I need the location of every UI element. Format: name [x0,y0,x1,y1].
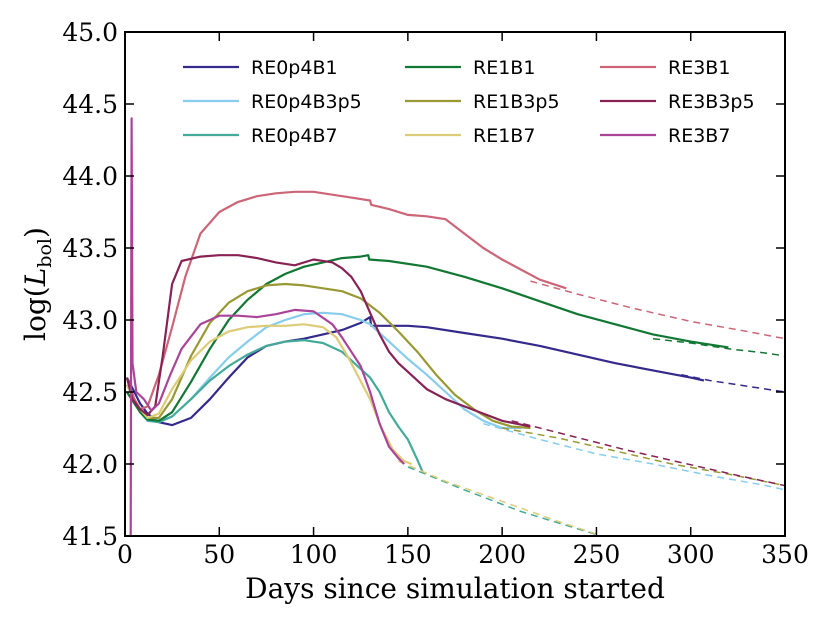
y-tick-label: 45.0 [62,18,118,47]
legend-label-RE3B7: RE3B7 [668,125,730,147]
series-line-RE3B1 [125,190,567,411]
y-tick-label: 44.0 [62,162,118,191]
y-axis-label: log(Lbol) [19,227,56,341]
series-line-RE1B1 [125,254,729,422]
legend-label-RE0p4B3p5: RE0p4B3p5 [251,91,362,113]
x-tick-label: 250 [573,540,621,569]
series-fit-line-RE3B3p5 [511,420,785,487]
series-line-RE0p4B7 [125,339,424,474]
legend-label-RE3B1: RE3B1 [668,57,730,79]
legend-label-RE0p4B7: RE0p4B7 [251,125,338,147]
x-tick-label: 350 [761,540,809,569]
series-line-RE3B7 [129,117,405,536]
legend: RE0p4B1 RE0p4B3p5 RE0p4B7 RE1B1 RE1B3p5 RE1B7… [183,57,755,147]
series-fit-line-RE0p4B3p5 [483,422,785,491]
plot-frame [124,31,786,537]
y-axis-label-subscript: bol [34,238,56,268]
series-fit-line-RE3B1 [530,280,785,340]
y-axis-label-main: log( [19,286,52,341]
x-tick-label: 0 [117,540,133,569]
legend-label-RE1B7: RE1B7 [473,125,535,147]
series-line-RE0p4B3p5 [125,311,521,430]
x-tick-label: 100 [290,540,338,569]
legend-label-RE1B3p5: RE1B3p5 [473,91,560,113]
legend-label-RE3B3p5: RE3B3p5 [668,91,755,113]
x-tick-label: 300 [667,540,715,569]
y-tick-label: 43.0 [62,306,118,335]
series-fit-line-RE0p4B1 [681,373,785,393]
series-fit-line-RE1B7 [398,460,605,536]
series-line-RE3B3p5 [125,254,531,428]
y-tick-label: 41.5 [62,522,118,551]
y-tick-label: 42.0 [62,450,118,479]
y-axis-label-close: ) [19,227,52,238]
legend-label-RE1B1: RE1B1 [473,57,535,79]
legend-label-RE0p4B1: RE0p4B1 [251,57,338,79]
series-fit-line-RE1B1 [652,337,785,357]
y-tick-label: 43.5 [62,234,118,263]
series-line-RE1B3p5 [125,282,531,430]
series-layer [125,117,785,536]
x-tick-label: 50 [203,540,235,569]
series-line-RE0p4B1 [125,316,705,427]
x-tick-label: 150 [384,540,432,569]
y-tick-label: 44.5 [62,90,118,119]
axis-ticks: 0 50 100 150 200 250 300 350 41.5 42.0 42.5 43.0 43.… [62,18,809,569]
y-axis-label-italic: L [19,268,52,288]
x-axis-label: Days since simulation started [245,572,665,605]
series-fit-line-RE1B3p5 [501,427,785,487]
x-tick-label: 200 [478,540,526,569]
y-tick-label: 42.5 [62,378,118,407]
